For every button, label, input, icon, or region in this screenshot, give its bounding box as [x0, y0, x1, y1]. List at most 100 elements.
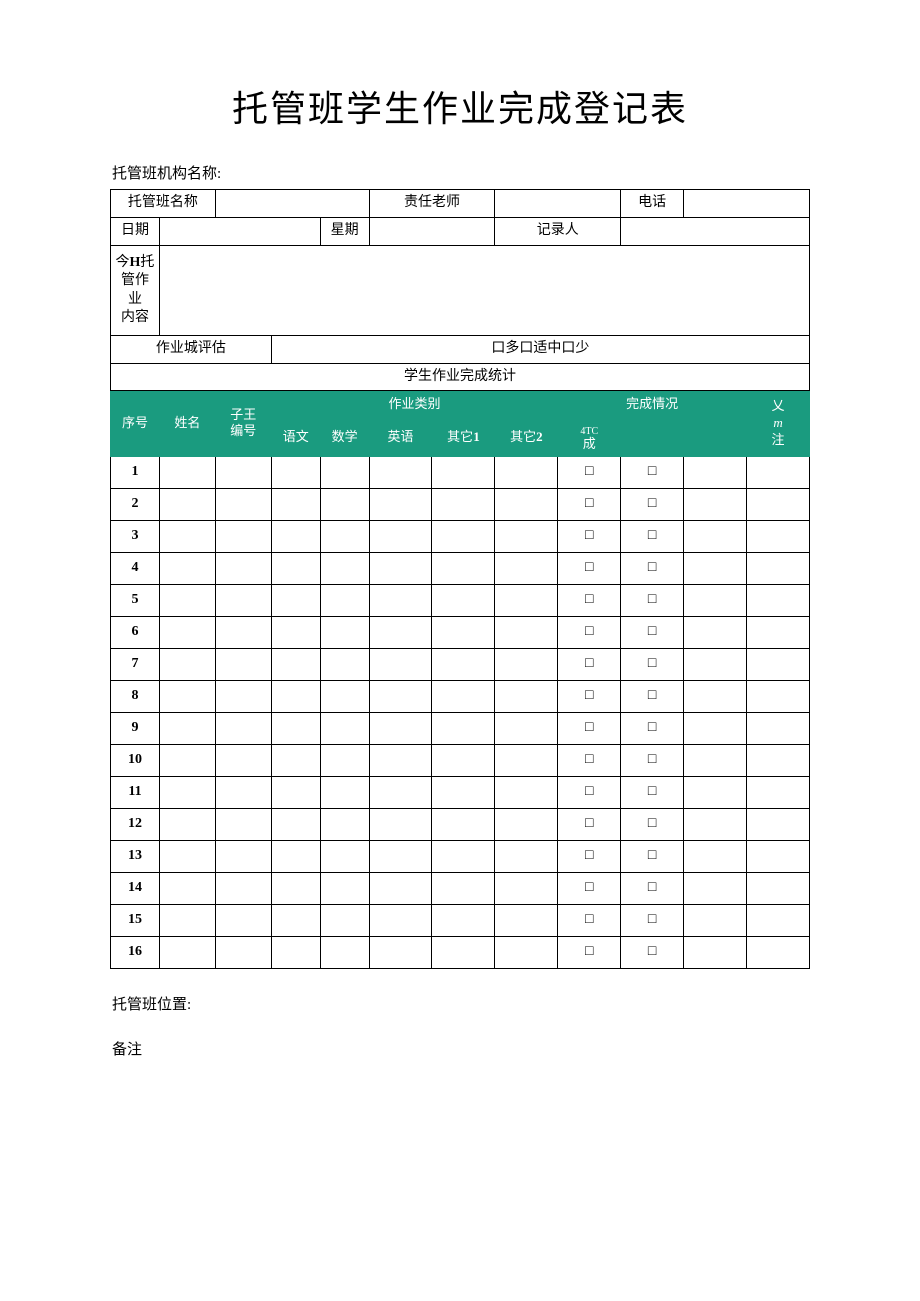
checkbox-cell[interactable]: □ — [558, 936, 621, 968]
cell[interactable] — [215, 744, 271, 776]
cell[interactable] — [159, 584, 215, 616]
cell[interactable] — [271, 808, 320, 840]
cell[interactable] — [684, 456, 747, 488]
cell[interactable] — [747, 680, 810, 712]
cell[interactable] — [495, 776, 558, 808]
cell[interactable] — [369, 872, 432, 904]
checkbox-cell[interactable]: □ — [621, 552, 684, 584]
cell[interactable] — [747, 840, 810, 872]
cell[interactable] — [215, 776, 271, 808]
cell[interactable] — [369, 456, 432, 488]
checkbox-cell[interactable]: □ — [558, 904, 621, 936]
cell[interactable] — [684, 840, 747, 872]
cell[interactable] — [747, 744, 810, 776]
checkbox-cell[interactable]: □ — [621, 456, 684, 488]
cell[interactable] — [215, 904, 271, 936]
checkbox-cell[interactable]: □ — [558, 488, 621, 520]
cell[interactable] — [271, 872, 320, 904]
cell[interactable] — [159, 712, 215, 744]
cell[interactable] — [271, 840, 320, 872]
cell[interactable] — [369, 808, 432, 840]
cell[interactable] — [369, 904, 432, 936]
cell[interactable] — [495, 648, 558, 680]
cell[interactable] — [432, 808, 495, 840]
cell[interactable] — [747, 520, 810, 552]
cell[interactable] — [159, 456, 215, 488]
cell[interactable] — [684, 936, 747, 968]
cell[interactable] — [369, 744, 432, 776]
cell[interactable] — [215, 712, 271, 744]
cell[interactable] — [747, 712, 810, 744]
phone-value[interactable] — [684, 190, 810, 218]
cell[interactable] — [684, 552, 747, 584]
cell[interactable] — [369, 680, 432, 712]
cell[interactable] — [215, 872, 271, 904]
cell[interactable] — [159, 808, 215, 840]
cell[interactable] — [271, 520, 320, 552]
cell[interactable] — [684, 904, 747, 936]
checkbox-cell[interactable]: □ — [558, 520, 621, 552]
cell[interactable] — [684, 808, 747, 840]
cell[interactable] — [747, 936, 810, 968]
cell[interactable] — [369, 488, 432, 520]
cell[interactable] — [320, 520, 369, 552]
checkbox-cell[interactable]: □ — [621, 872, 684, 904]
cell[interactable] — [215, 520, 271, 552]
cell[interactable] — [215, 456, 271, 488]
cell[interactable] — [320, 936, 369, 968]
checkbox-cell[interactable]: □ — [621, 840, 684, 872]
cell[interactable] — [369, 648, 432, 680]
cell[interactable] — [747, 904, 810, 936]
cell[interactable] — [159, 648, 215, 680]
cell[interactable] — [159, 616, 215, 648]
checkbox-cell[interactable]: □ — [621, 776, 684, 808]
cell[interactable] — [432, 616, 495, 648]
cell[interactable] — [215, 936, 271, 968]
cell[interactable] — [320, 456, 369, 488]
cell[interactable] — [320, 488, 369, 520]
cell[interactable] — [215, 616, 271, 648]
cell[interactable] — [684, 616, 747, 648]
checkbox-cell[interactable]: □ — [558, 648, 621, 680]
cell[interactable] — [320, 904, 369, 936]
cell[interactable] — [747, 808, 810, 840]
cell[interactable] — [369, 616, 432, 648]
cell[interactable] — [320, 840, 369, 872]
cell[interactable] — [271, 680, 320, 712]
cell[interactable] — [432, 488, 495, 520]
cell[interactable] — [159, 680, 215, 712]
cell[interactable] — [271, 904, 320, 936]
cell[interactable] — [684, 872, 747, 904]
cell[interactable] — [369, 776, 432, 808]
cell[interactable] — [495, 552, 558, 584]
cell[interactable] — [215, 552, 271, 584]
cell[interactable] — [320, 584, 369, 616]
cell[interactable] — [432, 456, 495, 488]
cell[interactable] — [684, 488, 747, 520]
cell[interactable] — [320, 712, 369, 744]
recorder-value[interactable] — [621, 218, 810, 246]
cell[interactable] — [369, 712, 432, 744]
cell[interactable] — [159, 520, 215, 552]
cell[interactable] — [747, 776, 810, 808]
checkbox-cell[interactable]: □ — [558, 808, 621, 840]
teacher-value[interactable] — [495, 190, 621, 218]
cell[interactable] — [215, 680, 271, 712]
checkbox-cell[interactable]: □ — [621, 712, 684, 744]
cell[interactable] — [159, 904, 215, 936]
checkbox-cell[interactable]: □ — [621, 744, 684, 776]
cell[interactable] — [495, 520, 558, 552]
cell[interactable] — [432, 520, 495, 552]
cell[interactable] — [369, 936, 432, 968]
cell[interactable] — [747, 616, 810, 648]
cell[interactable] — [432, 744, 495, 776]
cell[interactable] — [320, 616, 369, 648]
cell[interactable] — [215, 488, 271, 520]
cell[interactable] — [432, 840, 495, 872]
checkbox-cell[interactable]: □ — [621, 680, 684, 712]
cell[interactable] — [495, 872, 558, 904]
cell[interactable] — [271, 712, 320, 744]
cell[interactable] — [432, 776, 495, 808]
cell[interactable] — [684, 584, 747, 616]
cell[interactable] — [495, 744, 558, 776]
